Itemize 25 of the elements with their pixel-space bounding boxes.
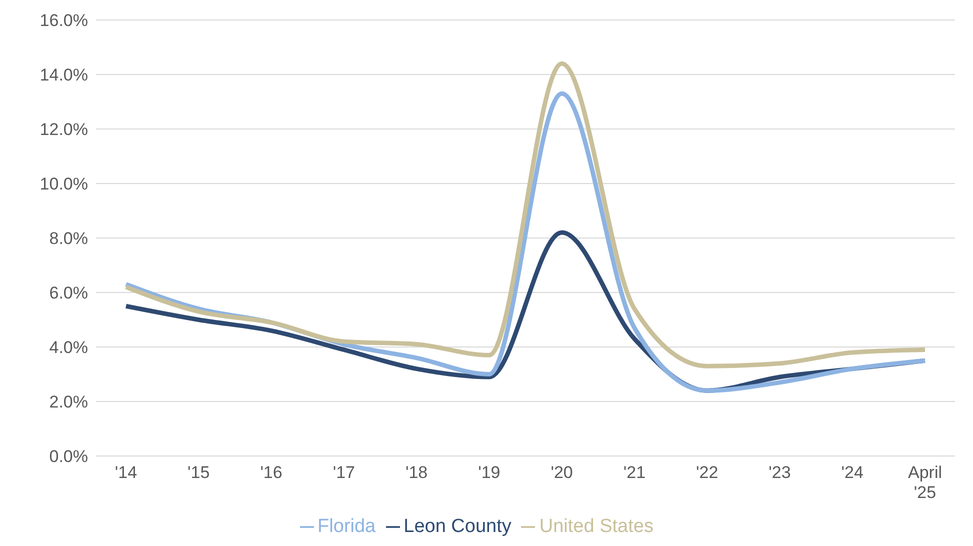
y-tick-label: 6.0% xyxy=(49,284,88,303)
x-tick-label: '22 xyxy=(696,463,718,482)
y-tick-label: 10.0% xyxy=(40,174,88,194)
x-tick-label: '16 xyxy=(260,463,282,482)
y-tick-label: 0.0% xyxy=(49,447,88,466)
x-tick-label: '14 xyxy=(114,463,138,482)
x-tick-label: '18 xyxy=(405,463,428,482)
legend-label: United States xyxy=(539,516,654,537)
y-tick-label: 2.0% xyxy=(49,392,88,412)
y-tick-label: 12.0% xyxy=(40,120,88,140)
legend-label: Leon County xyxy=(404,516,512,537)
x-tick-label: '15 xyxy=(188,463,210,482)
y-tick-label: 14.0% xyxy=(40,66,88,85)
x-tick-label: '17 xyxy=(332,463,355,482)
x-tick-label: '21 xyxy=(623,463,646,482)
y-tick-label: 4.0% xyxy=(49,338,88,358)
x-tick-label: April '25 xyxy=(908,463,942,502)
x-tick-label: '19 xyxy=(478,463,500,482)
line-series xyxy=(124,61,928,368)
y-tick-label: 16.0% xyxy=(40,11,88,30)
legend-label: Florida xyxy=(318,516,376,537)
x-tick-label: '20 xyxy=(550,463,573,482)
y-tick-label: 8.0% xyxy=(49,229,88,248)
x-tick-label: '24 xyxy=(841,463,864,482)
x-tick-label: '23 xyxy=(768,463,791,482)
